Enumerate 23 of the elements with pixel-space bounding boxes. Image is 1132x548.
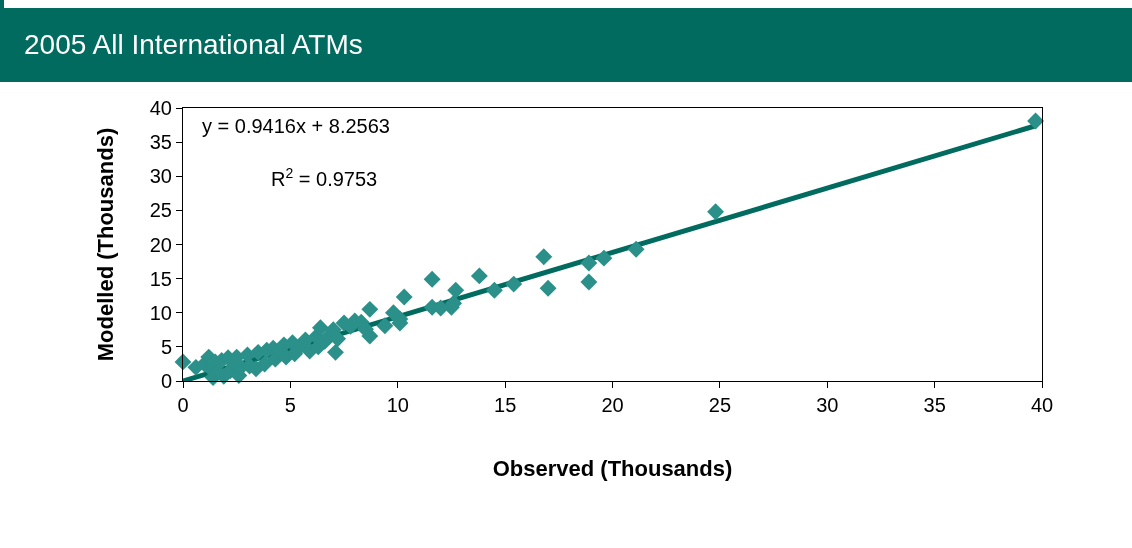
x-axis-title: Observed (Thousands)	[492, 455, 733, 481]
y-tick-label: 30	[149, 165, 172, 188]
y-tick-label: 10	[149, 301, 172, 324]
y-tick-label: 40	[149, 97, 172, 119]
x-tick-label: 20	[601, 394, 624, 416]
x-tick-label: 40	[1030, 394, 1054, 416]
x-tick-label: 25	[708, 394, 732, 416]
y-tick-label: 0	[160, 370, 172, 392]
y-tick-label: 5	[160, 335, 172, 358]
annotation: y = 0.9416x + 8.2563	[202, 115, 390, 137]
y-tick-label: 25	[149, 199, 172, 222]
x-tick-label: 30	[816, 394, 839, 416]
chart-title: 2005 All International ATMs	[4, 8, 1132, 82]
annotation: R$^{2}$ = 0.9753	[271, 165, 378, 191]
y-axis-title: Modelled (Thousands)	[92, 127, 118, 362]
x-tick-label: 15	[494, 394, 517, 416]
x-tick-label: 5	[284, 394, 296, 416]
y-tick-label: 35	[149, 131, 172, 154]
y-tick-label: 20	[149, 233, 172, 256]
x-tick-label: 10	[386, 394, 409, 416]
y-tick-label: 15	[149, 267, 172, 290]
x-tick-label: 35	[923, 394, 946, 416]
x-tick-label: 0	[177, 394, 189, 416]
